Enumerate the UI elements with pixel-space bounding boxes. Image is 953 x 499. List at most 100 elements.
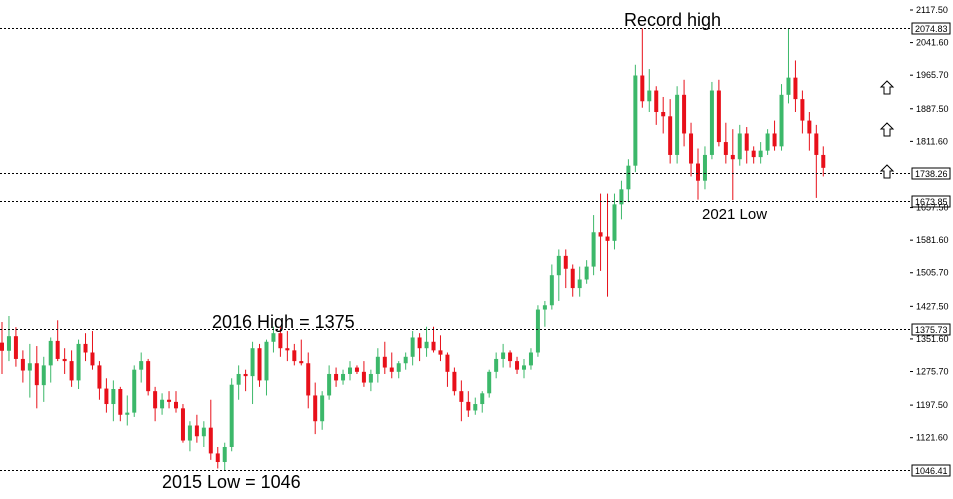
candle	[570, 264, 575, 297]
candle	[20, 350, 25, 383]
candle	[354, 365, 359, 374]
candle-body	[229, 384, 234, 447]
candle-body	[814, 133, 819, 155]
y-tick-label: 1351.60	[916, 334, 949, 344]
candle-body	[668, 116, 673, 155]
candle	[180, 404, 185, 443]
candle	[361, 361, 366, 387]
candle	[299, 339, 304, 366]
candle-body	[180, 408, 185, 441]
y-tick-label: 2117.50	[916, 5, 948, 15]
candle	[452, 367, 457, 396]
candle-body	[431, 341, 436, 351]
candle-body	[577, 279, 582, 289]
candle	[271, 326, 276, 353]
y-tick-label: 1427.50	[916, 301, 949, 311]
candle	[48, 337, 53, 383]
candle-body	[438, 350, 443, 355]
y-axis: 2117.50 2041.60 1965.70 1887.50 1811.60 1657.…	[910, 5, 949, 443]
candle-body	[821, 154, 826, 168]
candle-body	[201, 427, 206, 437]
annotation-2021-low: 2021 Low	[702, 206, 767, 223]
candle-body	[535, 309, 540, 353]
candle	[501, 343, 506, 368]
candle-body	[403, 356, 408, 364]
annotation-2015-low: 2015 Low = 1046	[162, 472, 301, 492]
candle-body	[327, 373, 332, 396]
y-tick-label: 1581.60	[916, 235, 949, 245]
candle	[160, 393, 165, 415]
candle-body	[208, 427, 213, 454]
candle-body	[598, 232, 603, 237]
candle	[313, 382, 318, 435]
candle	[807, 111, 812, 151]
candle-body	[368, 373, 373, 383]
candle-body	[334, 373, 339, 381]
candle	[438, 335, 443, 362]
y-tick-label: 1965.70	[916, 70, 949, 80]
candle	[257, 343, 262, 387]
candle-body	[473, 404, 478, 411]
candle	[243, 369, 248, 392]
candle	[772, 120, 777, 151]
candle-body	[97, 365, 102, 389]
candle-body	[612, 204, 617, 241]
candle	[515, 356, 520, 374]
candle-body	[76, 343, 81, 381]
candle-body	[689, 133, 694, 164]
candle	[187, 421, 192, 452]
candle	[132, 365, 137, 417]
candle	[410, 331, 415, 366]
candle-body	[730, 154, 735, 160]
candle-body	[41, 365, 46, 386]
candle-body	[682, 94, 687, 134]
candle-body	[410, 337, 415, 357]
candle-body	[20, 358, 25, 371]
candle-body	[34, 363, 39, 386]
candle	[83, 333, 88, 362]
candle	[800, 90, 805, 134]
candle-body	[417, 337, 422, 349]
annotations-layer: Record high 2021 Low 2016 High = 1375 20…	[162, 10, 767, 492]
candle	[758, 142, 763, 164]
level-label: 1375.73	[915, 325, 948, 335]
y-tick-label: 2041.60	[916, 38, 949, 48]
candle-body	[542, 305, 547, 310]
candle	[111, 380, 116, 422]
level-label-box	[911, 464, 951, 477]
candle-body	[6, 336, 11, 351]
candle-body	[793, 77, 798, 100]
candle-body	[167, 399, 172, 402]
candle-body	[0, 342, 4, 351]
candle	[696, 148, 700, 200]
candle-body	[501, 352, 506, 359]
candle-body	[278, 333, 283, 349]
candle	[292, 343, 297, 366]
candle-body	[222, 446, 227, 463]
candle-body	[702, 154, 707, 181]
candle-body	[320, 395, 325, 422]
candle	[528, 348, 533, 370]
candle-body	[487, 371, 492, 394]
candle-body	[800, 99, 805, 121]
candle-body	[556, 255, 561, 276]
candle	[647, 69, 652, 112]
candle-body	[27, 363, 32, 371]
candle	[368, 369, 373, 392]
candle	[348, 361, 352, 381]
candle-body	[104, 388, 109, 405]
candle	[264, 339, 269, 396]
candle	[90, 331, 95, 370]
candle-body	[549, 275, 554, 306]
candle-body	[174, 401, 178, 409]
candle	[97, 361, 102, 400]
candle	[556, 249, 561, 301]
candle-body	[515, 361, 520, 370]
candle	[577, 266, 582, 297]
candle-body	[257, 348, 262, 381]
candle	[487, 369, 492, 398]
candle-body	[292, 350, 297, 362]
candle	[730, 129, 735, 201]
candle	[542, 300, 547, 327]
candle	[146, 358, 151, 396]
